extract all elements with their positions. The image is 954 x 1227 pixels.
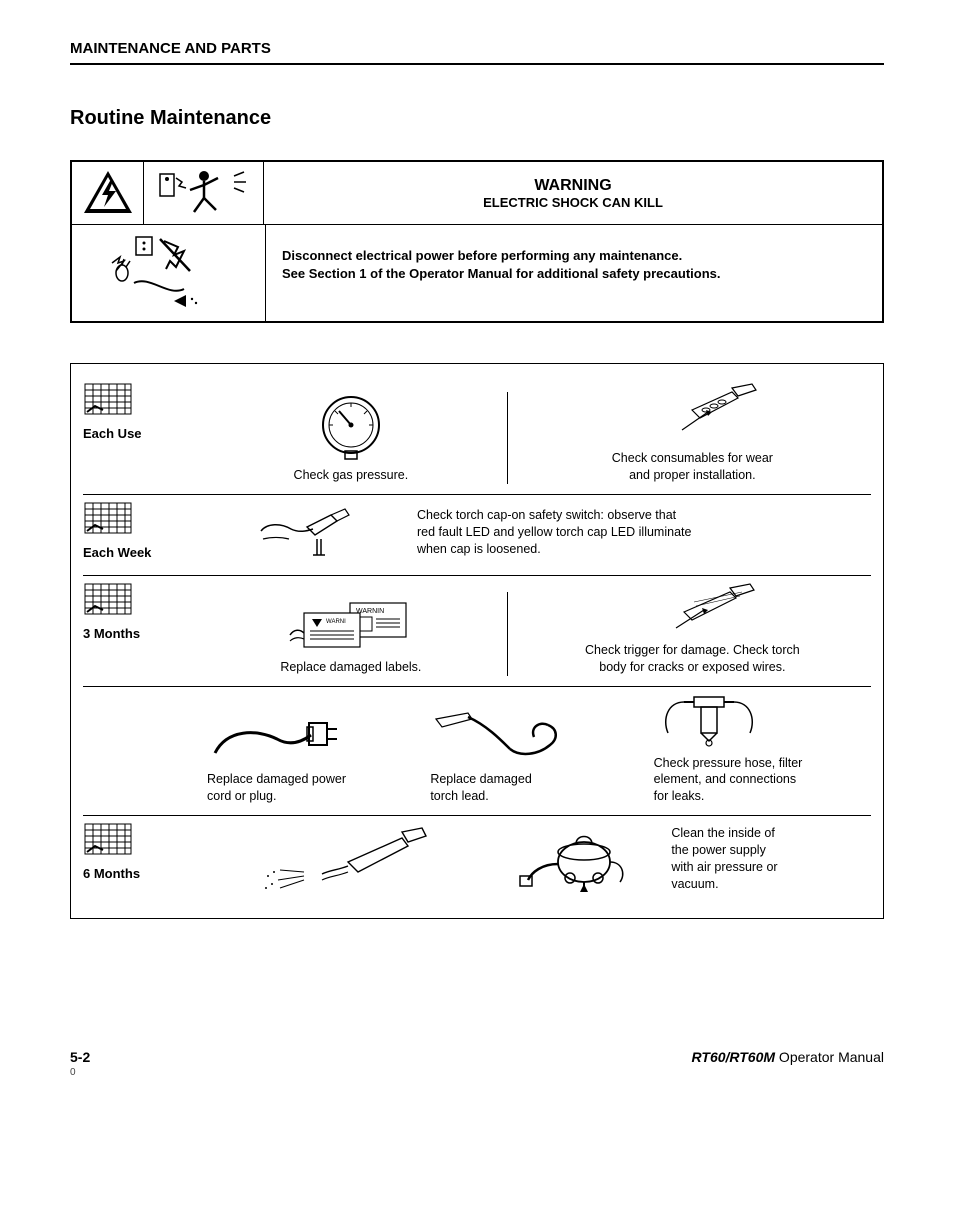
page-title: Routine Maintenance xyxy=(70,107,884,130)
calendar-icon xyxy=(83,501,133,541)
period-3-months: 3 Months xyxy=(83,626,140,641)
warning-box: WARNING ELECTRIC SHOCK CAN KILL xyxy=(70,160,884,323)
cap-switch-text-l3: when cap is loosened. xyxy=(417,541,691,558)
clean-text-l4: vacuum. xyxy=(671,876,777,893)
consumables-text-l1: Check consumables for wear xyxy=(612,450,773,467)
period-6-months: 6 Months xyxy=(83,866,140,881)
lead-text-l1: Replace damaged xyxy=(430,771,531,788)
hand-holding-torch-icon xyxy=(251,501,361,565)
shock-hazard-icon xyxy=(72,162,144,224)
manual-label: Operator Manual xyxy=(775,1049,884,1065)
torch-consumables-icon xyxy=(622,382,762,446)
replace-labels-text: Replace damaged labels. xyxy=(280,659,421,676)
pressure-gauge-icon xyxy=(315,391,387,463)
page-footer: 5-2 0 RT60/RT60M Operator Manual xyxy=(70,1049,884,1078)
disconnect-power-icon xyxy=(72,225,266,321)
electric-shock-person-icon xyxy=(144,162,264,224)
trigger-text-l2: body for cracks or exposed wires. xyxy=(585,659,800,676)
hose-text-l2: element, and connections xyxy=(654,771,803,788)
svg-text:WARNI: WARNI xyxy=(326,619,346,625)
warning-body: Disconnect electrical power before perfo… xyxy=(266,225,882,321)
section-header: MAINTENANCE AND PARTS xyxy=(70,40,884,65)
hose-text-l3: for leaks. xyxy=(654,788,803,805)
torch-lead-icon xyxy=(430,709,580,767)
cap-switch-text-l1: Check torch cap-on safety switch: observ… xyxy=(417,507,691,524)
page-number: 5-2 xyxy=(70,1049,90,1065)
torch-body-icon xyxy=(622,582,762,638)
hose-text-l1: Check pressure hose, filter xyxy=(654,755,803,772)
period-each-use: Each Use xyxy=(83,426,142,441)
lead-text-l2: torch lead. xyxy=(430,788,531,805)
check-gas-pressure-text: Check gas pressure. xyxy=(294,467,409,484)
calendar-icon xyxy=(83,822,133,862)
cord-text-l1: Replace damaged power xyxy=(207,771,346,788)
clean-text-l3: with air pressure or xyxy=(671,859,777,876)
warning-body-line1: Disconnect electrical power before perfo… xyxy=(282,247,866,265)
page-rev: 0 xyxy=(70,1067,90,1078)
vacuum-cleaner-icon xyxy=(514,822,634,896)
period-each-week: Each Week xyxy=(83,545,151,560)
air-blow-icon xyxy=(252,826,432,896)
warning-body-line2: See Section 1 of the Operator Manual for… xyxy=(282,265,866,283)
cord-text-l2: cord or plug. xyxy=(207,788,346,805)
warning-title: WARNING xyxy=(534,177,611,195)
calendar-icon xyxy=(83,382,133,422)
filter-regulator-icon xyxy=(654,693,764,751)
warning-subtitle: ELECTRIC SHOCK CAN KILL xyxy=(483,195,663,210)
trigger-text-l1: Check trigger for damage. Check torch xyxy=(585,642,800,659)
clean-text-l2: the power supply xyxy=(671,842,777,859)
consumables-text-l2: and proper installation. xyxy=(612,467,773,484)
power-cord-icon xyxy=(207,709,347,767)
warning-labels-icon: WARNIN WARNI xyxy=(286,599,416,655)
calendar-icon xyxy=(83,582,133,622)
model-number: RT60/RT60M xyxy=(692,1049,776,1065)
cap-switch-text-l2: red fault LED and yellow torch cap LED i… xyxy=(417,524,691,541)
maintenance-schedule: Each Use xyxy=(70,363,884,919)
clean-text-l1: Clean the inside of xyxy=(671,825,777,842)
